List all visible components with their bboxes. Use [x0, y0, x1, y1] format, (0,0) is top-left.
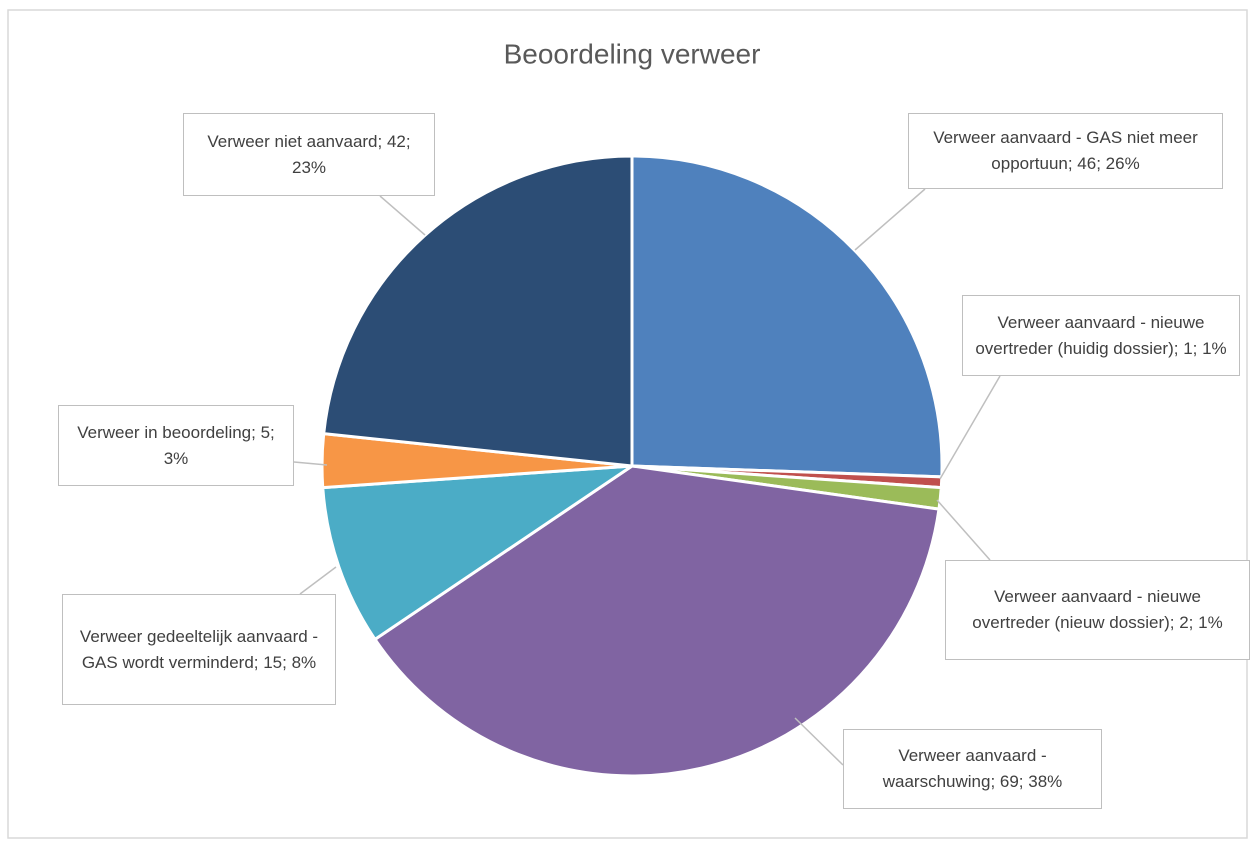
leader-line [293, 461, 328, 466]
leader-line [854, 188, 926, 251]
leader-line [379, 195, 426, 236]
pie-slice [373, 464, 941, 778]
leader-line [939, 375, 1001, 480]
pie-slice [321, 464, 634, 641]
data-label: Verweer aanvaard - nieuwe overtreder (ni… [945, 560, 1250, 660]
pie-slice [322, 154, 634, 468]
data-label: Verweer in beoordeling; 5; 3% [58, 405, 294, 486]
leader-line [299, 566, 337, 595]
leader-line [936, 499, 991, 561]
data-label: Verweer gedeeltelijk aanvaard - GAS word… [62, 594, 336, 705]
data-label: Verweer aanvaard - GAS niet meer opportu… [908, 113, 1223, 189]
leader-line [794, 717, 844, 766]
data-label: Verweer aanvaard - nieuwe overtreder (hu… [962, 295, 1240, 376]
data-label: Verweer niet aanvaard; 42; 23% [183, 113, 435, 196]
chart-title: Beoordeling verweer [504, 38, 761, 69]
data-label: Verweer aanvaard - waarschuwing; 69; 38% [843, 729, 1102, 809]
pie-slice [630, 154, 944, 479]
